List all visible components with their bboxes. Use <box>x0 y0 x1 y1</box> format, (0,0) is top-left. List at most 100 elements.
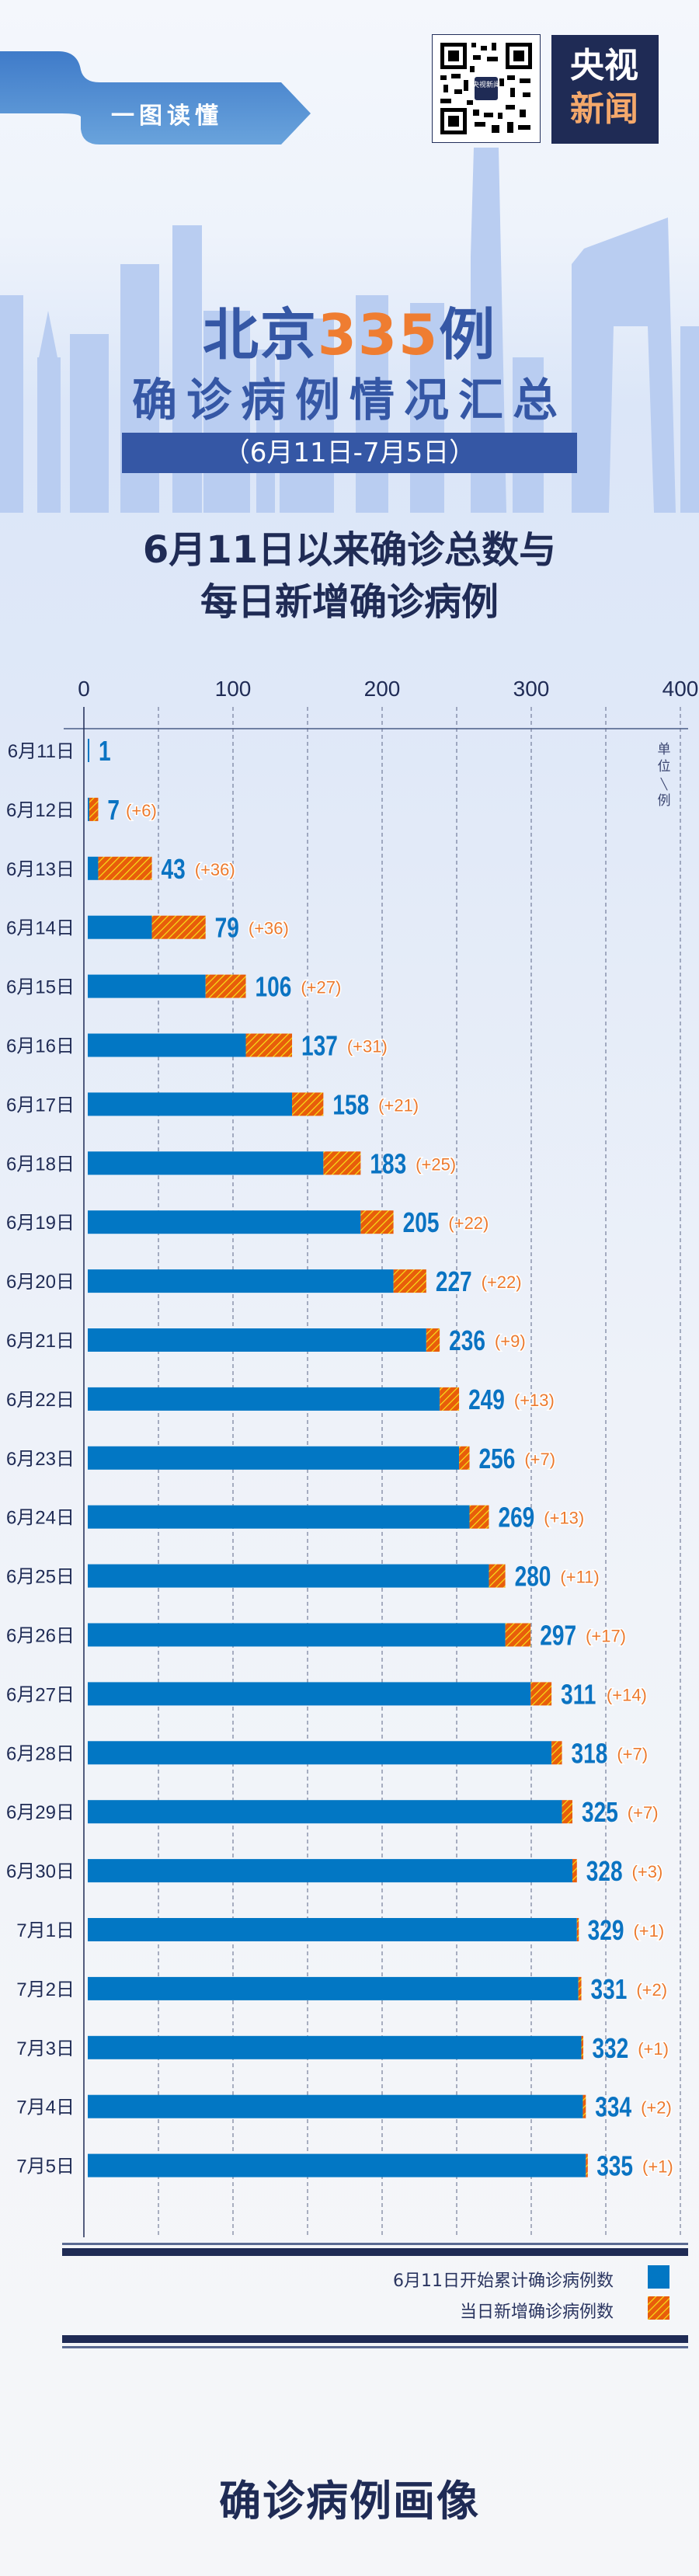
delta-label: (+7) <box>524 1450 555 1469</box>
bar-cumulative <box>88 1505 470 1529</box>
value-label: 158 <box>332 1089 369 1120</box>
category-label: 7月3日 <box>16 2038 75 2059</box>
value-label: 137 <box>301 1030 338 1061</box>
value-label: 227 <box>436 1266 472 1297</box>
chart-title-line2: 每日新增确诊病例 <box>200 580 499 624</box>
delta-label: (+13) <box>514 1391 555 1410</box>
delta-label: (+3) <box>632 1862 663 1882</box>
category-label: 6月20日 <box>6 1272 75 1293</box>
delta-label: (+7) <box>628 1803 659 1822</box>
chart-row: 6月21日 236 (+9) <box>6 1325 527 1356</box>
value-label: 79 <box>215 912 239 943</box>
unit-label: 单位╲例 <box>658 742 671 809</box>
value-label: 269 <box>498 1502 534 1533</box>
bar-cumulative <box>88 1269 394 1293</box>
value-label: 329 <box>588 1915 624 1946</box>
delta-label: (+2) <box>636 1980 667 2000</box>
bar-cumulative <box>88 856 99 880</box>
date-range-banner: （6月11日-7月5日） <box>122 433 577 473</box>
delta-label: (+1) <box>642 2157 673 2177</box>
bar-new <box>530 1682 552 1706</box>
bar-new <box>576 1918 579 1941</box>
chart-row: 6月28日 318 (+7) <box>6 1738 649 1769</box>
x-tick-label: 200 <box>364 677 401 701</box>
bar-cumulative <box>88 1092 293 1116</box>
bar-cumulative <box>88 915 152 939</box>
bar-chart: 0 100 200 300 400 6月11日 1 6月12日 7 (+6) 6月13日 43 (+3… <box>6 677 698 2237</box>
value-label: 106 <box>256 971 292 1002</box>
chart-row: 6月27日 311 (+14) <box>6 1679 648 1710</box>
main-title: 北京335例 <box>0 289 699 371</box>
bar-cumulative <box>88 1741 552 1765</box>
chart-row: 6月16日 137 (+31) <box>6 1030 388 1061</box>
bar-new <box>440 1387 460 1411</box>
bar-new <box>360 1210 394 1234</box>
bar-cumulative <box>88 1918 577 1941</box>
bar-cumulative <box>88 1682 531 1706</box>
bar-new <box>323 1151 361 1175</box>
bar-new <box>578 1976 582 2000</box>
bar-new <box>459 1446 470 1470</box>
bar-cumulative <box>88 1564 489 1588</box>
value-label: 43 <box>162 853 186 884</box>
delta-label: (+13) <box>544 1509 584 1528</box>
value-label: 334 <box>595 2091 631 2122</box>
delta-label: (+2) <box>641 2098 672 2118</box>
bar-new <box>572 1859 577 1883</box>
bar-cumulative <box>88 1387 440 1411</box>
delta-label: (+1) <box>633 1921 664 1941</box>
chart-row: 7月1日 329 (+1) <box>16 1915 665 1946</box>
bar-cumulative <box>88 1800 562 1824</box>
category-label: 6月17日 <box>6 1095 75 1116</box>
value-label: 297 <box>540 1620 576 1651</box>
qr-logo-text: 央视新闻 <box>472 80 500 89</box>
bar-cumulative <box>88 797 89 821</box>
chart-row: 6月12日 7 (+6) <box>6 795 158 826</box>
category-label: 6月25日 <box>6 1567 75 1588</box>
category-label: 6月27日 <box>6 1684 75 1705</box>
section-title: 确诊病例画像 <box>219 2477 480 2526</box>
chart-row: 6月18日 183 (+25) <box>6 1148 457 1179</box>
delta-label: (+6) <box>126 801 157 820</box>
bar-new <box>89 797 99 821</box>
bar-cumulative <box>88 1033 246 1057</box>
bar-cumulative <box>88 1446 460 1470</box>
chart-row: 6月30日 328 (+3) <box>6 1856 664 1887</box>
bar-cumulative <box>88 1328 426 1352</box>
value-label: 328 <box>586 1856 623 1887</box>
title-count: 335 <box>317 302 440 367</box>
category-label: 6月23日 <box>6 1449 75 1470</box>
bar-new <box>505 1623 531 1647</box>
category-label: 6月16日 <box>6 1036 75 1057</box>
bar-cumulative <box>88 974 206 998</box>
category-label: 6月26日 <box>6 1626 75 1647</box>
chart-row: 6月23日 256 (+7) <box>6 1443 557 1474</box>
category-label: 7月1日 <box>16 1920 75 1941</box>
bar-new <box>292 1092 324 1116</box>
delta-label: (+21) <box>378 1095 419 1115</box>
category-label: 6月30日 <box>6 1861 75 1882</box>
bar-new <box>245 1033 293 1057</box>
chart-row: 6月24日 269 (+13) <box>6 1502 586 1533</box>
bar-cumulative <box>88 1976 579 2000</box>
bar-cumulative <box>88 2035 582 2059</box>
ribbon-banner <box>0 51 311 144</box>
chart-row: 7月5日 335 (+1) <box>16 2150 674 2181</box>
bar-new <box>586 2153 588 2177</box>
legend-swatch-new <box>648 2296 669 2320</box>
category-label: 6月19日 <box>6 1213 75 1234</box>
category-label: 6月11日 <box>8 741 75 762</box>
value-label: 205 <box>403 1207 440 1238</box>
bar-cumulative <box>88 739 89 762</box>
bar-cumulative <box>88 1859 572 1883</box>
delta-label: (+11) <box>560 1568 599 1587</box>
category-label: 7月2日 <box>16 1979 75 2000</box>
delta-label: (+22) <box>482 1272 522 1292</box>
chart-row: 6月15日 106 (+27) <box>6 971 343 1002</box>
value-label: 256 <box>479 1443 516 1474</box>
category-label: 6月29日 <box>6 1802 75 1823</box>
chart-title-line1: 6月11日以来确诊总数与 <box>142 528 557 572</box>
delta-label: (+31) <box>347 1037 388 1057</box>
bar-new <box>393 1269 426 1293</box>
category-label: 6月13日 <box>6 859 75 880</box>
